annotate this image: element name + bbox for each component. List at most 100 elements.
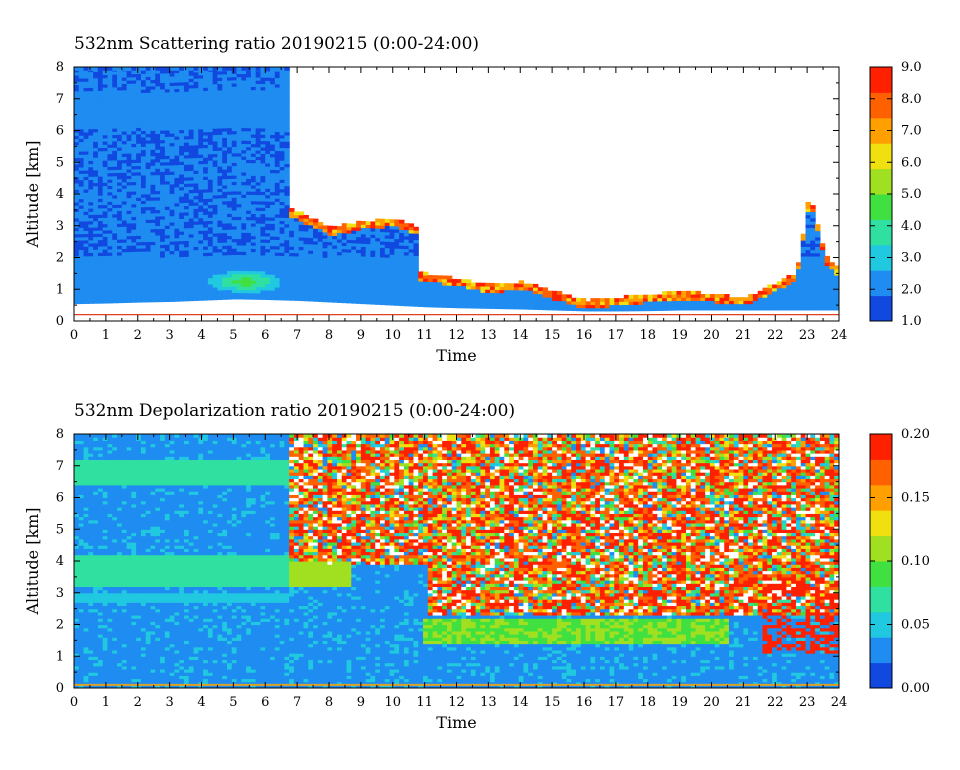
heatmap-cell — [212, 121, 219, 126]
heatmap-cell — [298, 227, 305, 232]
heatmap-cell — [403, 223, 410, 227]
heatmap-cell — [346, 242, 352, 247]
heatmap-cell — [117, 134, 123, 139]
heatmap-cell — [308, 253, 314, 258]
heatmap-cell — [250, 105, 257, 110]
heatmap-cell — [260, 258, 266, 262]
heatmap-cell — [188, 94, 195, 98]
heatmap-cell — [112, 128, 118, 132]
heatmap-cell — [399, 276, 405, 281]
heatmap-cell — [136, 216, 142, 221]
heatmap-cell — [136, 165, 142, 170]
heatmap-cell — [150, 193, 156, 198]
heatmap-cell — [442, 281, 448, 286]
heatmap-cell — [164, 260, 171, 264]
heatmap-cell — [102, 233, 109, 237]
heatmap-cell — [236, 286, 242, 290]
heatmap-cell — [236, 117, 242, 122]
heatmap-cell — [360, 268, 367, 273]
heatmap-cell — [351, 299, 357, 304]
heatmap-cell — [74, 125, 80, 130]
heatmap-cell — [222, 210, 228, 215]
heatmap-cell — [88, 185, 94, 190]
heatmap-cell — [346, 286, 352, 291]
heatmap-cell — [169, 94, 176, 99]
heatmap-cell — [155, 177, 161, 182]
heatmap-cell — [279, 96, 285, 101]
heatmap-cell — [174, 282, 180, 286]
heatmap-cell — [810, 236, 816, 241]
heatmap-cell — [74, 262, 80, 267]
heatmap-cell — [83, 81, 89, 85]
heatmap-cell — [222, 149, 228, 154]
heatmap-cell — [800, 300, 807, 305]
heatmap-cell — [246, 279, 252, 284]
heatmap-cell — [183, 224, 190, 229]
heatmap-cell — [380, 269, 386, 274]
heatmap-cell — [227, 206, 233, 211]
heatmap-cell — [380, 253, 386, 258]
heatmap-cell — [160, 260, 166, 265]
heatmap-cell — [102, 87, 109, 91]
heatmap-cell — [313, 297, 319, 302]
heatmap-cell — [131, 276, 137, 281]
heatmap-cell — [800, 274, 807, 279]
heatmap-cell — [97, 157, 104, 161]
heatmap-cell — [819, 246, 826, 251]
heatmap-cell — [260, 118, 266, 123]
y-tick-label: 3 — [56, 219, 64, 234]
heatmap-cell — [260, 194, 266, 199]
heatmap-cell — [356, 293, 362, 298]
heatmap-cell — [217, 156, 223, 161]
heatmap-cell — [174, 189, 180, 194]
heatmap-cell — [819, 262, 826, 267]
heatmap-cell — [819, 271, 826, 276]
colorbar-tick-label: 4.0 — [901, 219, 922, 234]
heatmap-cell — [126, 267, 132, 272]
heatmap-cell — [236, 244, 242, 249]
heatmap-cell — [815, 233, 821, 238]
heatmap-cell — [203, 84, 209, 88]
heatmap-cell — [241, 146, 247, 151]
heatmap-cell — [255, 267, 262, 272]
heatmap-cell — [164, 295, 171, 299]
heatmap-cell — [179, 281, 185, 286]
heatmap-cell — [217, 162, 223, 167]
heatmap-cell — [83, 271, 89, 276]
heatmap-cell — [227, 108, 233, 113]
heatmap-cell — [164, 279, 171, 283]
heatmap-cell — [136, 260, 142, 265]
heatmap-cell — [365, 227, 372, 232]
heatmap-cell — [623, 294, 630, 299]
heatmap-cell — [274, 233, 281, 237]
heatmap-cell — [155, 85, 161, 90]
heatmap-cell — [169, 288, 176, 293]
heatmap-cell — [126, 187, 132, 192]
heatmap-cell — [83, 144, 89, 149]
heatmap-cell — [250, 191, 257, 195]
heatmap-cell — [183, 189, 190, 194]
heatmap-cell — [227, 172, 233, 176]
heatmap-cell — [365, 300, 372, 305]
heatmap-cell — [819, 290, 826, 295]
heatmap-cell — [102, 195, 109, 199]
heatmap-cell — [265, 248, 271, 253]
colorbar-tick-label: 3.0 — [901, 251, 922, 266]
heatmap-cell — [365, 278, 372, 283]
heatmap-cell — [169, 72, 176, 77]
heatmap-cell — [327, 298, 333, 303]
heatmap-cell — [236, 159, 242, 163]
heatmap-cell — [466, 301, 472, 306]
heatmap-cell — [652, 294, 658, 299]
heatmap-cell — [231, 82, 238, 87]
heatmap-cell — [279, 163, 285, 168]
heatmap-cell — [795, 268, 802, 273]
heatmap-cell — [394, 238, 400, 243]
heatmap-cell — [800, 255, 807, 260]
heatmap-cell — [714, 300, 721, 305]
heatmap-cell — [279, 166, 285, 171]
heatmap-cell — [88, 131, 94, 136]
heatmap-cell — [212, 105, 219, 110]
heatmap-cell — [403, 235, 410, 240]
heatmap-cell — [231, 273, 238, 278]
